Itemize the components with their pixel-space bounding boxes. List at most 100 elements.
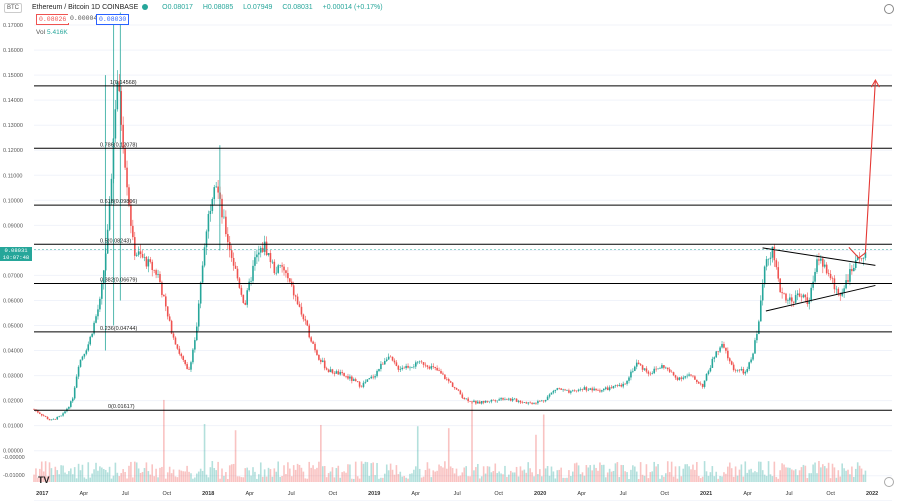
candle-body (496, 400, 499, 402)
volume-bar (393, 474, 396, 482)
volume-bar (436, 470, 438, 482)
volume-bar (612, 470, 615, 482)
volume-bar (287, 462, 289, 482)
volume-bar (767, 461, 770, 482)
exchange-label: COINBASE (102, 4, 139, 11)
volume-bar (101, 467, 103, 482)
volume-bar (827, 462, 830, 482)
volume-bar (77, 463, 80, 482)
volume-bar (740, 464, 743, 482)
candle-body (816, 259, 818, 272)
candle-body (597, 390, 599, 391)
volume-bar (453, 473, 456, 482)
candle-body (413, 366, 415, 368)
volume-bar (230, 464, 233, 482)
volume-bar (727, 466, 729, 482)
candle-body (285, 270, 287, 274)
y-tick-label: 0.14000 (3, 98, 23, 104)
candle-body (87, 344, 90, 351)
volume-bar (343, 471, 345, 482)
candle-body (657, 368, 659, 370)
fib-level-label: 1(0.14568) (110, 80, 137, 86)
ohlc-change: +0.00014 (+0.17%) (322, 4, 383, 11)
volume-bar (219, 478, 221, 482)
pair-name[interactable]: Ethereum / Bitcoin (32, 4, 90, 11)
y-tick-label: 0.10000 (3, 198, 23, 204)
candle-body (511, 398, 514, 401)
candle-body (302, 314, 305, 320)
volume-bar (599, 462, 601, 482)
candle-body (347, 376, 349, 379)
volume-bar (839, 476, 842, 482)
volume-bar (331, 467, 334, 482)
volume-bar (676, 478, 679, 482)
candle-body (397, 365, 400, 370)
volume-bar (341, 472, 343, 482)
candle-body (843, 288, 845, 293)
last-price-value: 0.08031 (4, 247, 28, 254)
candle-body (258, 252, 260, 255)
candle-body (554, 389, 557, 391)
volume-bar (366, 462, 369, 482)
volume-bar (339, 477, 342, 482)
candle-body (120, 91, 123, 125)
volume-bar (446, 468, 448, 482)
volume-bar (521, 470, 524, 482)
candle-body (529, 402, 531, 404)
candle-body (746, 368, 749, 372)
candle-body (161, 282, 163, 295)
x-tick-label: 2019 (368, 491, 380, 497)
x-tick-label: Apr (80, 491, 89, 497)
candle-body (432, 366, 435, 367)
volume-bar (132, 477, 134, 482)
candle-body (618, 384, 621, 386)
candle-body (513, 398, 516, 400)
y-tick-label: 0.09000 (3, 223, 23, 229)
volume-bar (556, 470, 559, 482)
candle-body (822, 258, 824, 267)
candle-body (478, 401, 481, 404)
volume-bar (320, 424, 322, 482)
symbol-selector[interactable]: BTC (4, 3, 22, 13)
time-axis: 2017 Apr Jul Oct 2018 Apr Jul Oct 2019 Apr Jul Oct 2… (36, 491, 878, 497)
interval-label[interactable]: 1D (91, 4, 101, 11)
volume-bar (362, 463, 365, 482)
candle-body (781, 292, 783, 294)
candle-body (172, 333, 175, 338)
volume-bar (112, 475, 115, 482)
volume-bar (248, 470, 250, 482)
candle-body (769, 257, 772, 259)
volume-bar (719, 475, 721, 482)
fib-level-label: 0.382(0.06679) (100, 277, 137, 283)
candle-body (583, 387, 586, 390)
candle-body (209, 210, 212, 215)
volume-bar (641, 474, 644, 482)
buy-price-button[interactable]: 0.08030 (96, 14, 130, 25)
volume-bar (209, 467, 212, 482)
candle-body (686, 375, 688, 377)
candle-body (608, 387, 611, 391)
tradingview-logo-icon[interactable]: TV (38, 475, 50, 485)
volume-bar (796, 475, 799, 482)
volume-bar (378, 478, 380, 482)
candle-body (540, 400, 543, 402)
volume-bar (356, 476, 359, 482)
candle-body (250, 280, 252, 282)
volume-bar (515, 466, 518, 482)
volume-bar (275, 471, 278, 482)
candle-body (287, 273, 289, 279)
candle-body (46, 416, 49, 420)
sell-price-button[interactable]: 0.08026 (36, 14, 70, 25)
volume-bar (147, 471, 150, 482)
settings-icon[interactable] (884, 4, 894, 14)
volume-bar (106, 472, 109, 482)
candle-body (723, 344, 725, 348)
volume-bar (296, 463, 299, 482)
candle-body (575, 390, 578, 392)
candle-body (647, 371, 650, 374)
price-candles (33, 12, 867, 421)
candle-body (459, 390, 462, 395)
scroll-to-realtime-icon[interactable] (884, 477, 894, 487)
volume-bar (459, 475, 462, 482)
